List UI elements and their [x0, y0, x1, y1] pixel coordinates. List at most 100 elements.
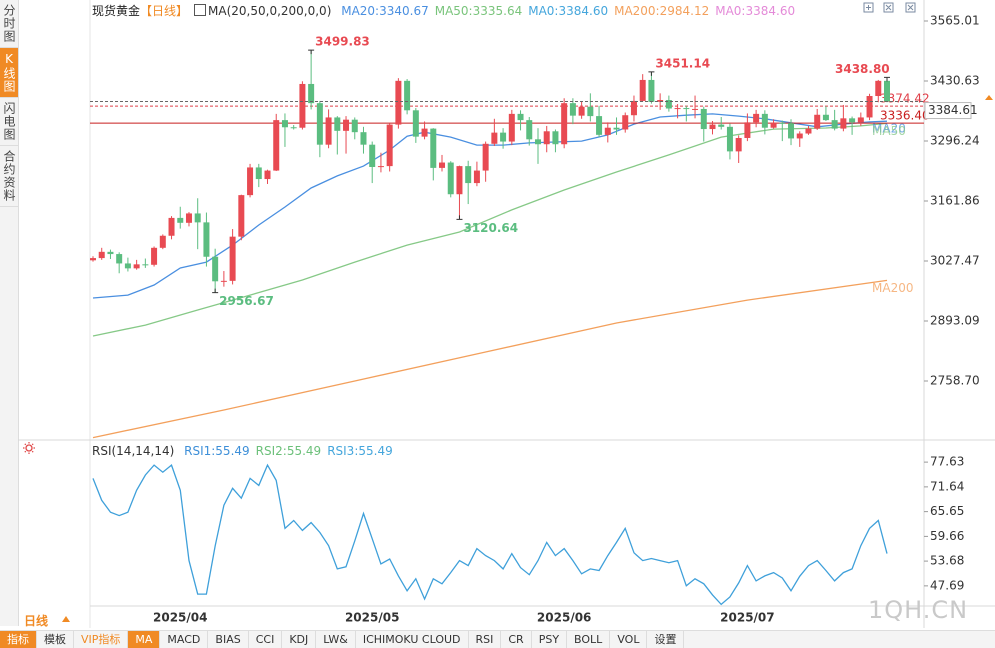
annotation-marker [648, 71, 655, 76]
sidebar-tab[interactable]: 分时图 [0, 0, 18, 48]
toolbar-item[interactable]: 指标 [0, 631, 37, 648]
candle-body [849, 118, 856, 123]
toolbar-item[interactable]: CR [501, 631, 532, 648]
last-price-tag [924, 102, 972, 120]
candle-body [412, 110, 419, 137]
candle-body [831, 120, 838, 129]
candle-body [203, 222, 210, 257]
candle-body [491, 132, 498, 144]
y-tick-label: 3161.86 [930, 193, 980, 207]
candle-body [805, 128, 812, 134]
rsi-title: RSI(14,14,14) [92, 444, 175, 458]
series-end-label: MA50 [872, 124, 906, 138]
candle-body [578, 106, 585, 116]
candle-body [194, 213, 201, 223]
candle-body [840, 118, 847, 129]
sidebar: 分时图 K线图 闪电图 合约资料 [0, 0, 19, 626]
candle-body [220, 280, 227, 282]
window-icons[interactable] [863, 2, 916, 13]
candle-body [622, 115, 629, 130]
candle-body [456, 166, 463, 195]
toolbar-item[interactable]: 设置 [647, 631, 685, 648]
candle-body [404, 80, 411, 111]
toolbar-item[interactable]: RSI [469, 631, 502, 648]
annotation-label: 3451.14 [655, 56, 710, 70]
series-line [92, 279, 888, 439]
toolbar-item[interactable]: LW& [316, 631, 356, 648]
sidebar-tab[interactable]: K线图 [0, 48, 18, 98]
legend-item: MA200:2984.12 [614, 4, 710, 18]
settings-icon[interactable] [23, 442, 35, 454]
candle-body [779, 122, 786, 124]
y-tick-label: 3027.47 [930, 253, 980, 267]
series-line [92, 113, 888, 299]
candle-body [185, 213, 192, 223]
y-tick-label: 2893.09 [930, 313, 980, 327]
toolbar-item[interactable]: BOLL [567, 631, 611, 648]
toolbar-item[interactable]: MA [128, 631, 161, 648]
candle-body [753, 113, 760, 123]
legend-item: MA20:3340.67 [341, 4, 429, 18]
annotation-marker [308, 49, 315, 55]
rsi-header: RSI(14,14,14) RSI1:55.49 RSI2:55.49 RSI3:5… [92, 444, 399, 458]
candle-body [168, 217, 175, 236]
candle-body [177, 217, 184, 223]
candle-body [124, 263, 131, 269]
annotation-marker [884, 76, 890, 82]
legend-item: MA0:3384.60 [528, 4, 609, 18]
series-line [92, 463, 888, 606]
candle-body [700, 108, 707, 130]
price-line-label: 3374.42 [880, 92, 930, 106]
period-selector[interactable]: 日线 [24, 614, 71, 628]
candle-body [796, 133, 803, 139]
candle-body [508, 113, 515, 142]
x-tick-label: 2025/06 [537, 611, 591, 625]
toolbar-item[interactable]: ICHIMOKU CLOUD [356, 631, 469, 648]
y-tick-label: 71.64 [930, 479, 964, 493]
candle-body [90, 258, 96, 261]
candle-body [430, 128, 437, 168]
candle-body [569, 103, 576, 116]
candle-body [866, 96, 873, 118]
candle-body [281, 120, 288, 128]
last-price-label: 3384.61 [928, 103, 978, 117]
candle-body [770, 122, 777, 128]
candle-body [290, 127, 297, 129]
x-tick-label: 2025/04 [153, 611, 207, 625]
candle-body [299, 83, 306, 128]
toolbar-item[interactable]: MACD [160, 631, 209, 648]
sidebar-tab[interactable]: 闪电图 [0, 98, 18, 146]
toolbar-item[interactable]: VOL [610, 631, 648, 648]
candle-body [247, 167, 254, 196]
candle-body [465, 166, 472, 184]
candle-body [613, 127, 620, 130]
period-label[interactable]: 【日线】 [140, 4, 189, 18]
y-tick-label: 53.68 [930, 554, 964, 568]
candle-body [500, 132, 507, 142]
candle-body [822, 114, 829, 121]
annotation-label: 2956.67 [219, 294, 274, 308]
candle-body [343, 119, 350, 131]
candle-body [264, 170, 271, 180]
toolbar-item[interactable]: CCI [249, 631, 283, 648]
candle-body [884, 80, 890, 102]
annotation-label: 3120.64 [463, 221, 518, 235]
watermark: 1QH.CN [868, 596, 969, 624]
y-tick-label: 59.66 [930, 529, 964, 543]
candle-body [639, 79, 646, 101]
sidebar-tab[interactable]: 合约资料 [0, 146, 18, 207]
candle-body [875, 80, 882, 97]
annotation-marker [212, 288, 219, 294]
toolbar-item[interactable]: VIP指标 [74, 631, 129, 648]
candle-body [395, 80, 402, 125]
candle-body [744, 122, 751, 138]
indicator-icon[interactable] [194, 4, 207, 16]
toolbar-item[interactable]: PSY [532, 631, 568, 648]
toolbar-item[interactable]: 模板 [37, 631, 74, 648]
toolbar-item[interactable]: BIAS [208, 631, 249, 648]
toolbar-item[interactable]: KDJ [282, 631, 317, 648]
y-tick-label: 65.65 [930, 504, 964, 518]
candle-body [238, 195, 245, 237]
candle-body [657, 100, 664, 102]
candle-body [473, 170, 480, 184]
